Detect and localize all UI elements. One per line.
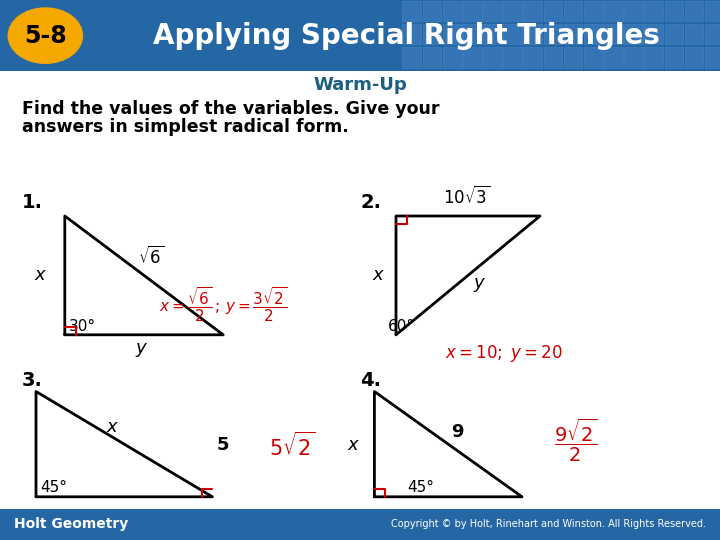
FancyBboxPatch shape	[503, 47, 522, 68]
FancyBboxPatch shape	[584, 24, 603, 44]
FancyBboxPatch shape	[523, 24, 542, 44]
FancyBboxPatch shape	[644, 1, 663, 21]
Text: 30°: 30°	[69, 319, 96, 334]
Text: y: y	[474, 274, 484, 293]
FancyBboxPatch shape	[483, 47, 502, 68]
FancyBboxPatch shape	[665, 24, 683, 44]
FancyBboxPatch shape	[463, 1, 482, 21]
Text: 2.: 2.	[360, 193, 381, 212]
Text: x: x	[107, 417, 117, 436]
Bar	[0, 0, 720, 71]
FancyBboxPatch shape	[544, 24, 562, 44]
Text: x: x	[373, 266, 383, 285]
FancyBboxPatch shape	[584, 47, 603, 68]
FancyBboxPatch shape	[705, 24, 720, 44]
FancyBboxPatch shape	[564, 1, 582, 21]
FancyBboxPatch shape	[624, 24, 643, 44]
FancyBboxPatch shape	[685, 47, 703, 68]
FancyBboxPatch shape	[423, 47, 441, 68]
Ellipse shape	[8, 8, 84, 64]
Text: Copyright © by Holt, Rinehart and Winston. All Rights Reserved.: Copyright © by Holt, Rinehart and Winsto…	[391, 519, 706, 529]
Text: 5: 5	[217, 436, 230, 455]
Text: Holt Geometry: Holt Geometry	[14, 517, 129, 531]
FancyBboxPatch shape	[423, 24, 441, 44]
FancyBboxPatch shape	[544, 1, 562, 21]
Text: $\dfrac{9\sqrt{2}}{2}$: $\dfrac{9\sqrt{2}}{2}$	[554, 416, 598, 464]
FancyBboxPatch shape	[443, 47, 462, 68]
FancyBboxPatch shape	[463, 47, 482, 68]
Text: 60°: 60°	[388, 319, 415, 334]
FancyBboxPatch shape	[503, 24, 522, 44]
FancyBboxPatch shape	[564, 24, 582, 44]
Text: Find the values of the variables. Give your: Find the values of the variables. Give y…	[22, 100, 439, 118]
FancyBboxPatch shape	[483, 1, 502, 21]
FancyBboxPatch shape	[523, 1, 542, 21]
Text: y: y	[135, 339, 145, 357]
FancyBboxPatch shape	[705, 1, 720, 21]
Text: $x = \dfrac{\sqrt{6}}{2}\,;\,y = \dfrac{3\sqrt{2}}{2}$: $x = \dfrac{\sqrt{6}}{2}\,;\,y = \dfrac{…	[159, 286, 287, 325]
FancyBboxPatch shape	[705, 47, 720, 68]
Text: 1.: 1.	[22, 193, 42, 212]
Text: 5-8: 5-8	[24, 24, 67, 48]
FancyBboxPatch shape	[685, 24, 703, 44]
Text: 9: 9	[451, 423, 464, 441]
Bar	[0, 509, 720, 540]
FancyBboxPatch shape	[443, 24, 462, 44]
FancyBboxPatch shape	[644, 47, 663, 68]
Text: Warm-Up: Warm-Up	[313, 76, 407, 94]
FancyBboxPatch shape	[544, 47, 562, 68]
FancyBboxPatch shape	[402, 1, 421, 21]
FancyBboxPatch shape	[584, 1, 603, 21]
FancyBboxPatch shape	[523, 47, 542, 68]
Text: answers in simplest radical form.: answers in simplest radical form.	[22, 118, 348, 136]
FancyBboxPatch shape	[402, 47, 421, 68]
Text: 4.: 4.	[360, 371, 381, 390]
FancyBboxPatch shape	[443, 1, 462, 21]
FancyBboxPatch shape	[665, 47, 683, 68]
Text: Applying Special Right Triangles: Applying Special Right Triangles	[153, 22, 660, 50]
FancyBboxPatch shape	[503, 1, 522, 21]
Text: $5\sqrt{2}$: $5\sqrt{2}$	[269, 431, 315, 460]
Text: 3.: 3.	[22, 371, 42, 390]
FancyBboxPatch shape	[423, 1, 441, 21]
FancyBboxPatch shape	[483, 24, 502, 44]
Text: x: x	[35, 266, 45, 285]
FancyBboxPatch shape	[604, 24, 623, 44]
Text: $x = 10;\; y = 20$: $x = 10;\; y = 20$	[445, 343, 563, 364]
FancyBboxPatch shape	[463, 24, 482, 44]
FancyBboxPatch shape	[624, 1, 643, 21]
Text: x: x	[348, 436, 358, 455]
FancyBboxPatch shape	[644, 24, 663, 44]
FancyBboxPatch shape	[685, 1, 703, 21]
FancyBboxPatch shape	[604, 1, 623, 21]
FancyBboxPatch shape	[624, 47, 643, 68]
Text: 45°: 45°	[408, 480, 435, 495]
FancyBboxPatch shape	[665, 1, 683, 21]
Text: $10\sqrt{3}$: $10\sqrt{3}$	[443, 186, 490, 208]
FancyBboxPatch shape	[402, 24, 421, 44]
FancyBboxPatch shape	[564, 47, 582, 68]
FancyBboxPatch shape	[604, 47, 623, 68]
Text: 45°: 45°	[40, 480, 68, 495]
Text: $\sqrt{6}$: $\sqrt{6}$	[138, 246, 164, 267]
